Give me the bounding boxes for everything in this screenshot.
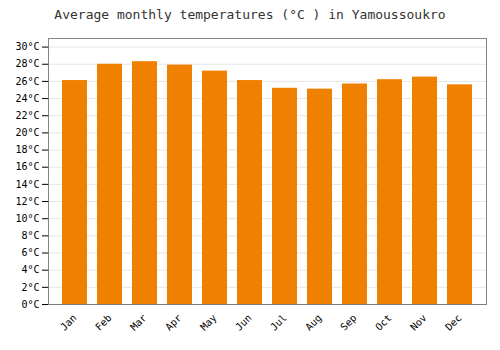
svg-text:Nov: Nov: [408, 312, 429, 333]
svg-text:Aug: Aug: [303, 312, 324, 333]
svg-text:May: May: [198, 312, 219, 333]
svg-text:14°C: 14°C: [15, 179, 39, 190]
svg-text:Jun: Jun: [233, 312, 254, 333]
svg-text:Feb: Feb: [93, 312, 114, 333]
svg-text:16°C: 16°C: [15, 161, 39, 172]
svg-text:Jan: Jan: [58, 312, 79, 333]
svg-text:0°C: 0°C: [21, 299, 39, 310]
svg-text:20°C: 20°C: [15, 127, 39, 138]
svg-text:12°C: 12°C: [15, 196, 39, 207]
svg-text:26°C: 26°C: [15, 76, 39, 87]
svg-text:Apr: Apr: [163, 312, 184, 333]
svg-text:22°C: 22°C: [15, 110, 39, 121]
svg-text:Sep: Sep: [338, 312, 359, 333]
svg-text:6°C: 6°C: [21, 247, 39, 258]
svg-text:28°C: 28°C: [15, 58, 39, 69]
svg-text:2°C: 2°C: [21, 282, 39, 293]
svg-text:30°C: 30°C: [15, 41, 39, 52]
svg-text:Jul: Jul: [268, 312, 289, 333]
svg-text:Mar: Mar: [128, 312, 149, 333]
svg-text:8°C: 8°C: [21, 230, 39, 241]
svg-text:10°C: 10°C: [15, 213, 39, 224]
svg-text:18°C: 18°C: [15, 144, 39, 155]
svg-text:4°C: 4°C: [21, 264, 39, 275]
html-text:Average monthly temperatures (: Average monthly temperatures (°C ) in Ya…: [54, 7, 446, 22]
svg-text:Oct: Oct: [373, 312, 394, 333]
svg-text:Dec: Dec: [443, 312, 464, 333]
svg-text:24°C: 24°C: [15, 93, 39, 104]
